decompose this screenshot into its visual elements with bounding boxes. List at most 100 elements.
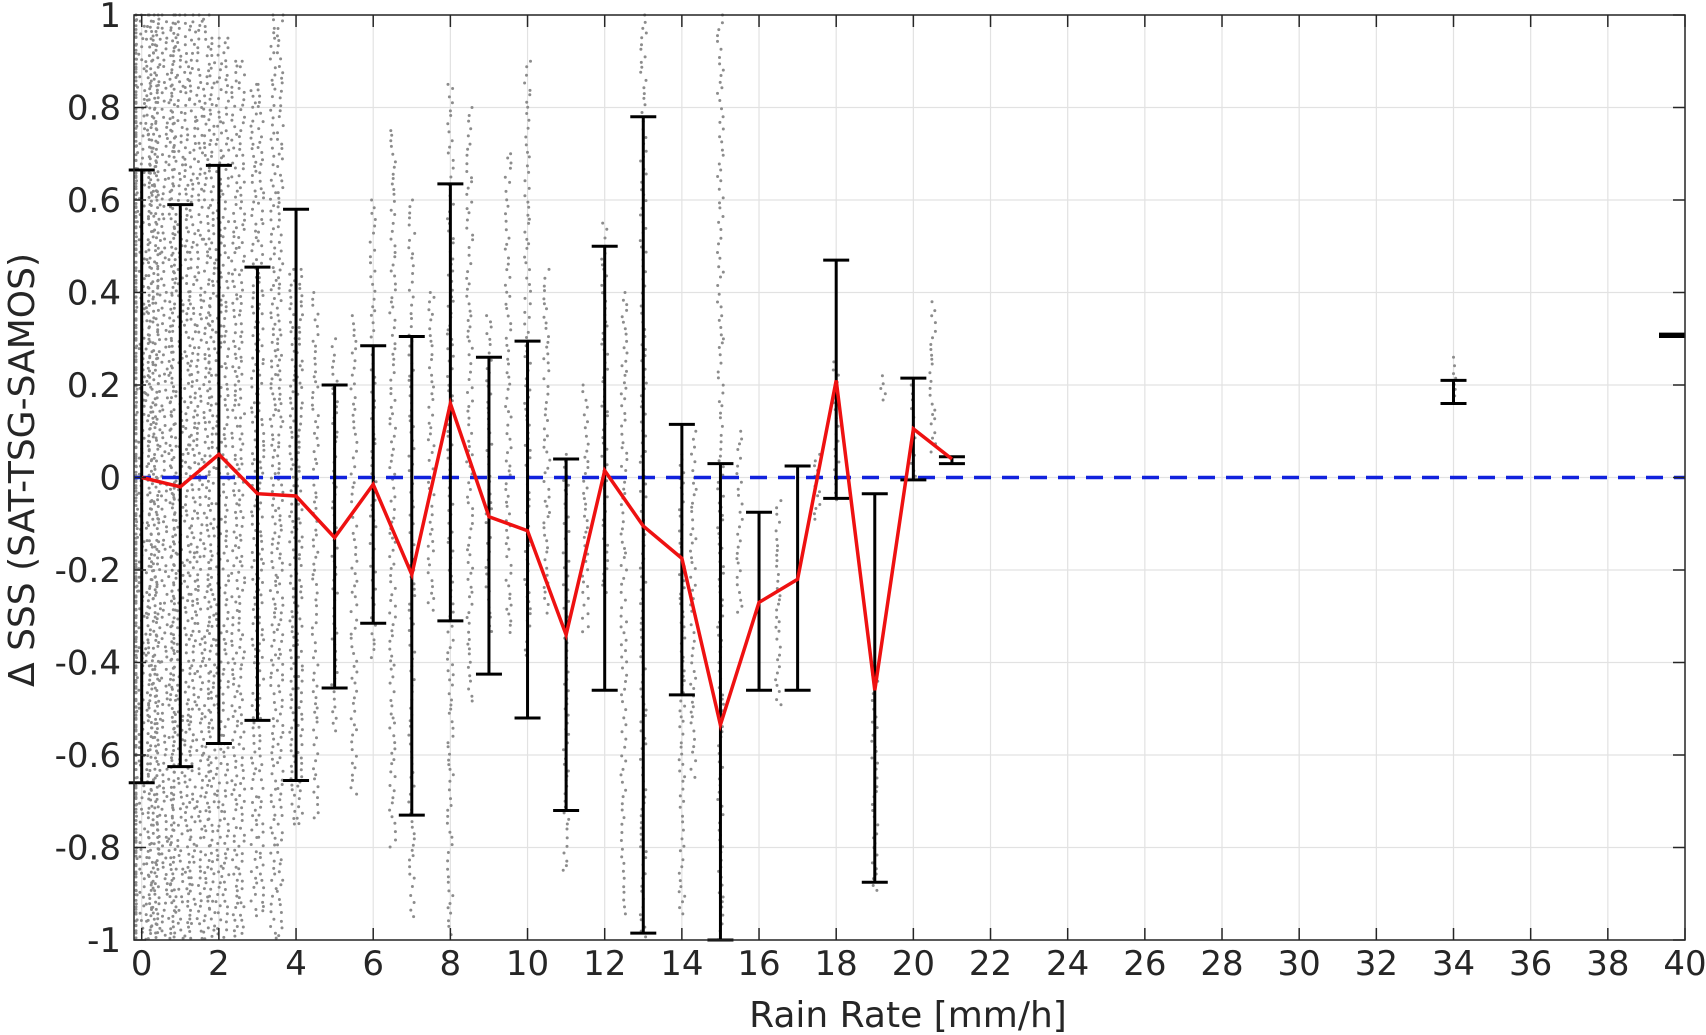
scatter-point <box>390 751 394 755</box>
scatter-point <box>186 571 190 575</box>
scatter-point <box>153 667 157 671</box>
scatter-point <box>505 198 509 202</box>
scatter-point <box>190 38 193 42</box>
scatter-point <box>163 168 167 172</box>
scatter-point <box>134 517 138 521</box>
scatter-point <box>148 842 152 846</box>
scatter-point <box>188 882 192 886</box>
scatter-point <box>291 519 295 523</box>
scatter-point <box>250 522 254 526</box>
scatter-point <box>183 146 187 150</box>
scatter-point <box>582 413 586 417</box>
scatter-point <box>256 88 260 92</box>
scatter-point <box>188 443 192 447</box>
scatter-point <box>393 495 397 499</box>
scatter-point <box>251 778 255 781</box>
scatter-point <box>241 167 245 171</box>
scatter-point <box>140 58 144 62</box>
scatter-point <box>172 821 176 825</box>
scatter-point <box>191 739 195 743</box>
scatter-point <box>210 42 214 46</box>
scatter-point <box>208 74 212 78</box>
scatter-point <box>446 745 450 749</box>
scatter-point <box>211 593 215 596</box>
scatter-point <box>236 719 240 723</box>
scatter-point <box>158 679 162 683</box>
scatter-point <box>134 243 138 247</box>
scatter-point <box>172 770 176 774</box>
scatter-point <box>466 147 470 151</box>
scatter-point <box>600 404 604 408</box>
scatter-point <box>393 244 397 248</box>
scatter-point <box>135 709 139 713</box>
scatter-point <box>134 456 138 460</box>
scatter-point <box>158 374 161 378</box>
scatter-point <box>134 691 138 695</box>
scatter-point <box>152 523 156 527</box>
scatter-point <box>181 802 185 806</box>
scatter-point <box>408 216 411 220</box>
scatter-point <box>507 256 510 260</box>
scatter-point <box>171 149 175 153</box>
scatter-point <box>220 440 223 444</box>
scatter-point <box>208 489 211 493</box>
scatter-point <box>164 498 168 502</box>
scatter-point <box>149 84 153 88</box>
scatter-point <box>221 701 225 705</box>
scatter-point <box>134 705 138 709</box>
scatter-point <box>221 692 225 696</box>
scatter-point <box>272 154 276 158</box>
scatter-point <box>528 283 531 286</box>
scatter-point <box>251 643 255 647</box>
scatter-point <box>237 236 241 239</box>
scatter-point <box>188 364 192 368</box>
scatter-point <box>235 132 239 136</box>
scatter-point <box>290 358 294 362</box>
scatter-point <box>208 313 212 317</box>
scatter-point <box>241 121 245 125</box>
scatter-point <box>288 452 292 456</box>
scatter-point <box>141 37 145 41</box>
scatter-point <box>188 79 192 83</box>
scatter-point <box>198 233 202 237</box>
scatter-point <box>546 466 550 470</box>
scatter-point <box>151 886 155 890</box>
scatter-point <box>187 637 191 641</box>
scatter-point <box>261 120 265 124</box>
scatter-point <box>260 515 264 519</box>
scatter-point <box>134 90 138 94</box>
scatter-point <box>185 52 188 55</box>
scatter-point <box>256 239 260 243</box>
scatter-point <box>189 401 193 404</box>
scatter-point <box>154 127 158 131</box>
scatter-point <box>171 620 175 624</box>
scatter-point <box>254 908 258 911</box>
scatter-point <box>160 556 164 559</box>
scatter-point <box>429 339 433 343</box>
scatter-point <box>161 861 165 865</box>
scatter-point <box>207 446 211 450</box>
scatter-point <box>162 468 166 472</box>
scatter-point <box>154 244 158 248</box>
scatter-point <box>150 150 154 154</box>
scatter-point <box>188 753 192 757</box>
scatter-point <box>239 901 243 905</box>
scatter-point <box>233 848 237 852</box>
scatter-point <box>316 414 320 418</box>
scatter-point <box>427 308 431 312</box>
scatter-point <box>188 344 192 348</box>
scatter-point <box>546 392 550 396</box>
scatter-point <box>371 305 375 309</box>
scatter-point <box>470 694 474 698</box>
scatter-point <box>210 54 214 57</box>
scatter-point <box>270 377 274 381</box>
scatter-point <box>206 584 210 588</box>
scatter-point <box>446 906 450 910</box>
scatter-point <box>190 67 194 70</box>
scatter-point <box>146 641 150 645</box>
scatter-point <box>203 421 207 424</box>
scatter-point <box>156 56 160 60</box>
scatter-point <box>298 553 301 557</box>
scatter-point <box>195 560 199 564</box>
scatter-point <box>270 658 273 662</box>
